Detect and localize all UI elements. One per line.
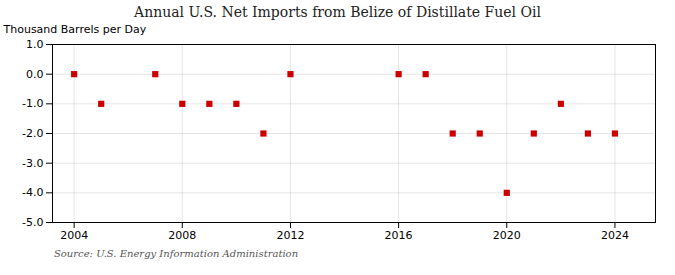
svg-text:-1.0: -1.0 [22, 97, 43, 110]
svg-text:2012: 2012 [276, 229, 304, 242]
svg-text:2008: 2008 [168, 229, 196, 242]
svg-text:2020: 2020 [493, 229, 521, 242]
html-text:Annual U.S. Net Imports from B: Annual U.S. Net Imports from Belize of D… [134, 4, 541, 20]
svg-text:-3.0: -3.0 [22, 157, 43, 170]
svg-text:2024: 2024 [601, 229, 629, 242]
svg-text:1.0: 1.0 [26, 38, 44, 51]
svg-text:2004: 2004 [60, 229, 88, 242]
svg-text:-4.0: -4.0 [22, 186, 43, 199]
svg-text:0.0: 0.0 [26, 68, 44, 81]
svg-text:-2.0: -2.0 [22, 127, 43, 140]
svg-text:Thousand Barrels per Day: Thousand Barrels per Day [3, 23, 147, 36]
html-text:Source: U.S. Energy Informatio: Source: U.S. Energy Information Administ… [54, 248, 299, 259]
svg-text:-5.0: -5.0 [22, 216, 43, 229]
svg-text:2016: 2016 [385, 229, 413, 242]
